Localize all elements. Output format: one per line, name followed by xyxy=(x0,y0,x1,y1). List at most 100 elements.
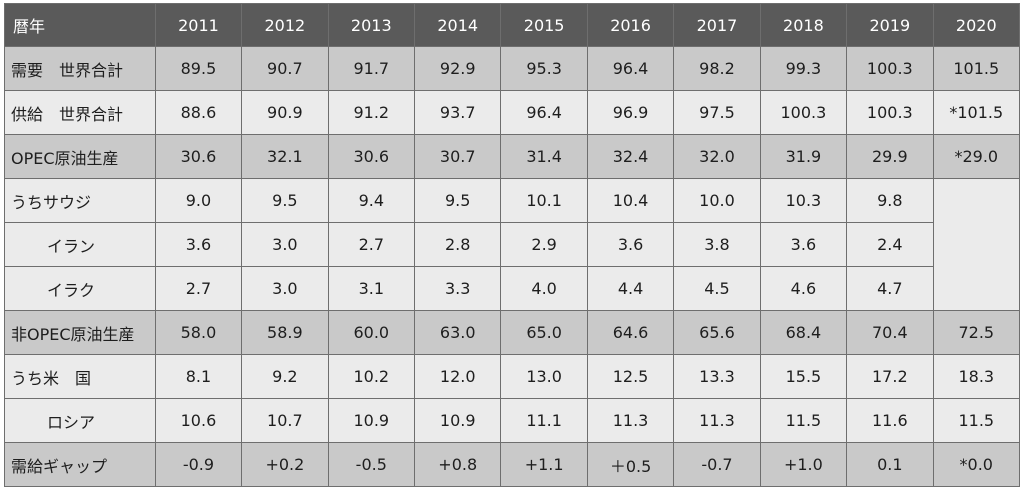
table-cell: 9.5 xyxy=(413,178,502,223)
table-cell: ＋0.5 xyxy=(586,442,675,487)
table-cell: 100.3 xyxy=(846,90,934,135)
table-row: 需要 世界合計 89.5 90.7 91.7 92.9 95.3 96.4 98… xyxy=(4,46,1021,91)
oil-supply-demand-table-container: 暦年 2011 2012 2013 2014 2015 2016 2017 20… xyxy=(4,3,1021,487)
table-cell: 10.9 xyxy=(327,398,416,443)
table-cell: 32.1 xyxy=(241,134,329,179)
year-header: 2012 xyxy=(241,3,329,47)
table-row: OPEC原油生産 30.6 32.1 30.6 30.7 31.4 32.4 3… xyxy=(4,134,1021,179)
blank-cell-2020 xyxy=(932,178,1021,311)
table-cell: 8.1 xyxy=(154,354,243,399)
table-row: イラク 2.7 3.0 3.1 3.3 4.0 4.4 4.5 4.6 4.7 xyxy=(4,266,1020,311)
table-cell: 3.3 xyxy=(413,266,502,311)
year-header: 2016 xyxy=(586,3,675,47)
table-cell: 4.4 xyxy=(586,266,675,311)
year-header: 2019 xyxy=(846,3,934,47)
table-cell: 0.1 xyxy=(846,442,934,487)
table-cell: +0.8 xyxy=(413,442,502,487)
table-cell: 88.6 xyxy=(154,90,243,135)
table-cell: 31.4 xyxy=(500,134,588,179)
table-cell: 11.3 xyxy=(673,398,761,443)
table-cell: 3.0 xyxy=(241,266,329,311)
table-cell: 96.9 xyxy=(586,90,675,135)
table-cell: 11.6 xyxy=(846,398,934,443)
year-header: 2020 xyxy=(932,3,1021,47)
row-label: 供給 世界合計 xyxy=(4,90,156,135)
table-cell: 97.5 xyxy=(673,90,761,135)
table-cell: 65.6 xyxy=(673,310,761,355)
table-cell: 91.2 xyxy=(327,90,416,135)
table-cell: 100.3 xyxy=(759,90,848,135)
table-cell: 58.0 xyxy=(154,310,243,355)
table-cell: 93.7 xyxy=(413,90,502,135)
table-cell: 9.0 xyxy=(154,178,243,223)
row-label: 非OPEC原油生産 xyxy=(4,310,156,355)
table-cell: 72.5 xyxy=(932,310,1021,355)
table-cell: 98.2 xyxy=(673,46,761,91)
year-header: 2015 xyxy=(500,3,588,47)
table-cell: 30.7 xyxy=(413,134,502,179)
table-cell: 10.1 xyxy=(500,178,588,223)
table-cell: 2.8 xyxy=(413,222,502,267)
table-cell: 101.5 xyxy=(932,46,1021,91)
table-cell: 3.6 xyxy=(586,222,675,267)
table-cell: 9.8 xyxy=(846,178,934,223)
table-row: 供給 世界合計 88.6 90.9 91.2 93.7 96.4 96.9 97… xyxy=(4,90,1021,135)
table-cell: 10.0 xyxy=(673,178,761,223)
table-cell: 11.1 xyxy=(500,398,588,443)
table-cell: 32.4 xyxy=(586,134,675,179)
table-cell: 2.9 xyxy=(500,222,588,267)
table-cell: *101.5 xyxy=(932,90,1021,135)
table-cell: 11.5 xyxy=(932,398,1021,443)
table-cell: +1.1 xyxy=(500,442,588,487)
table-cell: 70.4 xyxy=(846,310,934,355)
table-cell: 2.7 xyxy=(154,266,243,311)
table-cell: +1.0 xyxy=(759,442,848,487)
table-cell: 10.2 xyxy=(327,354,416,399)
table-cell: 58.9 xyxy=(241,310,329,355)
table-cell: *0.0 xyxy=(932,442,1021,487)
table-cell: 10.6 xyxy=(154,398,243,443)
row-label: 需給ギャップ xyxy=(4,442,156,487)
table-cell: 2.4 xyxy=(846,222,934,267)
table-cell: 30.6 xyxy=(154,134,243,179)
table-cell: 11.3 xyxy=(586,398,675,443)
header-row: 暦年 2011 2012 2013 2014 2015 2016 2017 20… xyxy=(4,3,1021,47)
table-cell: 29.9 xyxy=(846,134,934,179)
table-cell: 13.3 xyxy=(673,354,761,399)
table-cell: 30.6 xyxy=(327,134,416,179)
oil-supply-demand-table: 暦年 2011 2012 2013 2014 2015 2016 2017 20… xyxy=(4,3,1021,487)
year-header: 2017 xyxy=(673,3,761,47)
table-cell: 89.5 xyxy=(154,46,243,91)
table-cell: 3.1 xyxy=(327,266,416,311)
table-cell: 90.9 xyxy=(241,90,329,135)
table-cell: 63.0 xyxy=(413,310,502,355)
table-row: ロシア 10.6 10.7 10.9 10.9 11.1 11.3 11.3 1… xyxy=(4,398,1021,443)
row-label: イラク xyxy=(4,266,156,311)
table-cell: 9.2 xyxy=(241,354,329,399)
table-cell: 92.9 xyxy=(413,46,502,91)
table-cell: 95.3 xyxy=(500,46,588,91)
table-cell: 10.3 xyxy=(759,178,848,223)
row-label: イラン xyxy=(4,222,156,267)
year-header: 2014 xyxy=(413,3,502,47)
table-cell: -0.9 xyxy=(154,442,243,487)
table-row: 非OPEC原油生産 58.0 58.9 60.0 63.0 65.0 64.6 … xyxy=(4,310,1021,355)
table-cell: 96.4 xyxy=(586,46,675,91)
row-label: ロシア xyxy=(4,398,156,443)
table-cell: 99.3 xyxy=(759,46,848,91)
table-cell: 96.4 xyxy=(500,90,588,135)
table-cell: 91.7 xyxy=(327,46,416,91)
table-cell: +0.2 xyxy=(241,442,329,487)
year-header: 2018 xyxy=(759,3,848,47)
table-cell: 12.5 xyxy=(586,354,675,399)
corner-header: 暦年 xyxy=(4,3,156,47)
table-cell: 11.5 xyxy=(759,398,848,443)
table-cell: -0.7 xyxy=(673,442,761,487)
table-cell: 12.0 xyxy=(413,354,502,399)
year-header: 2011 xyxy=(154,3,243,47)
table-cell: 10.7 xyxy=(241,398,329,443)
table-cell: 90.7 xyxy=(241,46,329,91)
table-cell: 60.0 xyxy=(327,310,416,355)
table-cell: 17.2 xyxy=(846,354,934,399)
table-cell: 9.4 xyxy=(327,178,416,223)
